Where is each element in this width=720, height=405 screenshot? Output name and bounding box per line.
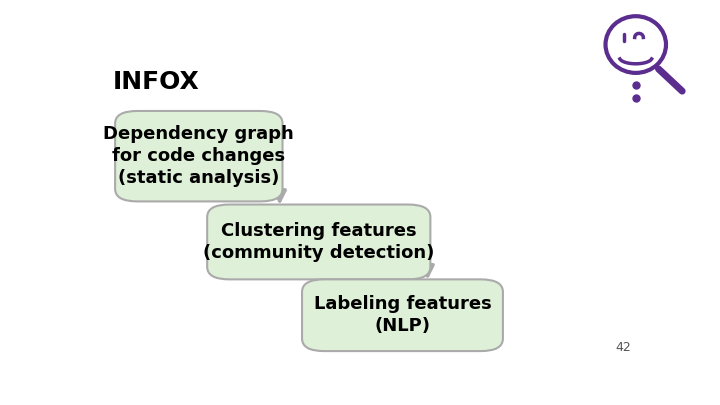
Text: Dependency graph
for code changes
(static analysis): Dependency graph for code changes (stati… — [104, 125, 294, 188]
FancyBboxPatch shape — [115, 111, 282, 201]
FancyBboxPatch shape — [207, 205, 431, 279]
Text: 42: 42 — [616, 341, 631, 354]
Text: Labeling features
(NLP): Labeling features (NLP) — [314, 295, 491, 335]
Text: INFOX: INFOX — [112, 70, 199, 94]
Text: Clustering features
(community detection): Clustering features (community detection… — [203, 222, 434, 262]
FancyBboxPatch shape — [302, 279, 503, 351]
